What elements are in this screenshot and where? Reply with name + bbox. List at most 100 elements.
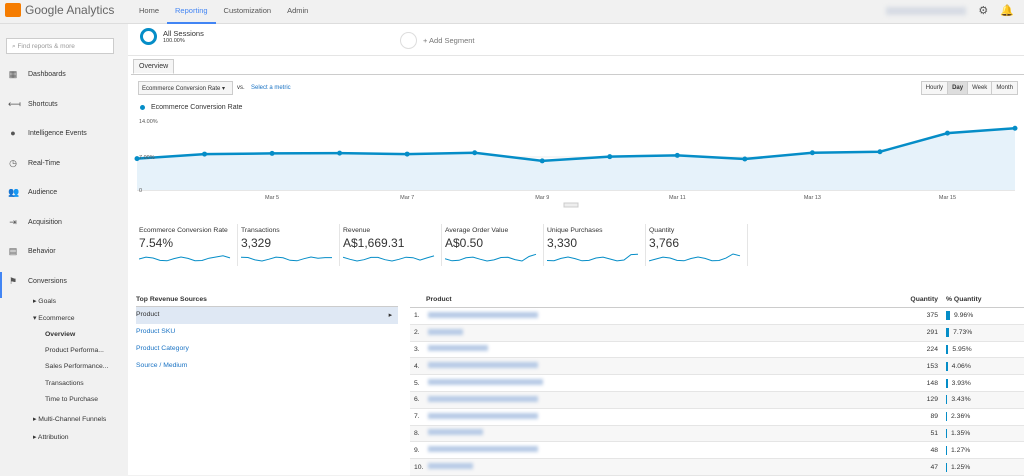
x-tick-label: Mar 9	[535, 195, 549, 201]
account-selector[interactable]	[886, 6, 967, 15]
source-source-medium[interactable]: Source / Medium	[136, 362, 188, 369]
data-point[interactable]	[202, 151, 208, 157]
add-segment-label: + Add Segment	[423, 36, 475, 45]
data-point[interactable]	[337, 150, 343, 156]
nav-reporting[interactable]: Reporting	[167, 0, 216, 24]
series-line	[136, 126, 1016, 163]
grid-icon: ▦	[8, 68, 18, 79]
product-name-redacted[interactable]	[422, 362, 892, 370]
row-index: 1.	[414, 312, 420, 320]
data-point[interactable]	[944, 130, 950, 136]
product-name-redacted[interactable]	[422, 446, 892, 454]
search-input[interactable]: ⌕ Find reports & more	[6, 38, 114, 54]
row-quantity: 148	[926, 379, 938, 387]
sidebar-item-behavior[interactable]: ▤ Behavior	[0, 244, 128, 258]
data-point[interactable]	[539, 158, 545, 164]
pct-bar	[946, 462, 947, 472]
data-point[interactable]	[269, 150, 275, 156]
sidebar-attribution[interactable]: ▸ Attribution	[33, 434, 69, 441]
metric-dropdown[interactable]: Ecommerce Conversion Rate ▾	[138, 81, 233, 95]
granularity-month[interactable]: Month	[991, 82, 1017, 94]
metric-card[interactable]: Transactions 3,329	[238, 224, 340, 266]
data-point[interactable]	[877, 149, 883, 155]
metric-card[interactable]: Quantity 3,766	[646, 224, 748, 266]
table-row: 9. 48 1.27%	[410, 442, 1024, 460]
row-index: 10.	[414, 463, 424, 471]
sidebar-item-acquisition[interactable]: ⇥ Acquisition	[0, 215, 128, 229]
data-point[interactable]	[404, 151, 410, 157]
sidebar-item-dashboards[interactable]: ▦ Dashboards	[0, 67, 128, 81]
sidebar-ecommerce-overview[interactable]: Overview	[45, 331, 76, 338]
data-point[interactable]	[134, 156, 140, 162]
table-row: 3. 224 5.95%	[410, 342, 1024, 359]
granularity-hourly[interactable]: Hourly	[921, 82, 948, 94]
sidebar-transactions[interactable]: Transactions	[45, 380, 84, 387]
metric-card[interactable]: Ecommerce Conversion Rate 7.54%	[136, 224, 238, 266]
data-point[interactable]	[809, 150, 815, 156]
col-pct-quantity[interactable]: % Quantity	[946, 296, 982, 303]
product-name-redacted[interactable]	[422, 345, 892, 353]
chart-resize-handle[interactable]	[563, 202, 579, 208]
metric-card[interactable]: Average Order Value A$0.50	[442, 224, 544, 266]
product-name-redacted[interactable]	[422, 328, 892, 337]
data-point[interactable]	[472, 150, 478, 156]
sidebar-multi-channel-funnels[interactable]: ▸ Multi-Channel Funnels	[33, 416, 107, 423]
x-tick-label: Mar 7	[400, 195, 414, 201]
source-product-sku[interactable]: Product SKU	[136, 328, 176, 335]
main-content: All Sessions 100.00% + Add Segment Overvi…	[128, 24, 1024, 476]
tab-overview[interactable]: Overview	[133, 59, 175, 74]
data-point[interactable]	[1012, 125, 1018, 131]
col-quantity[interactable]: Quantity	[910, 296, 938, 303]
sidebar-item-conversions[interactable]: ⚑ Conversions	[0, 274, 128, 288]
sidebar-item-realtime[interactable]: ◷ Real-Time	[0, 156, 128, 170]
data-point[interactable]	[674, 152, 680, 158]
product-table: Product Quantity % Quantity 1. 375 9.96% 2.…	[410, 296, 1024, 476]
table-row: 2. 291 7.73%	[410, 324, 1024, 342]
data-point[interactable]	[742, 156, 748, 162]
nav-home[interactable]: Home	[139, 6, 160, 15]
sparkline	[547, 253, 639, 262]
sidebar-sales-performance[interactable]: Sales Performance...	[45, 363, 109, 370]
source-product-category[interactable]: Product Category	[136, 345, 189, 352]
row-quantity: 153	[926, 362, 938, 370]
sidebar-item-audience[interactable]: 👥 Audience	[0, 185, 128, 199]
product-name-redacted[interactable]	[422, 379, 892, 387]
data-point[interactable]	[607, 154, 613, 160]
table-row: 5. 148 3.93%	[410, 375, 1024, 392]
sidebar-time-to-purchase[interactable]: Time to Purchase	[45, 396, 99, 403]
sidebar-ecommerce[interactable]: ▾ Ecommerce	[33, 315, 75, 322]
source-product[interactable]: Product ▸	[136, 307, 398, 324]
app-title: Google Analytics	[25, 3, 115, 17]
logo[interactable]: Google Analytics	[5, 3, 114, 17]
metric-card[interactable]: Unique Purchases 3,330	[544, 224, 646, 266]
segment-all-sessions[interactable]: All Sessions 100.00%	[140, 28, 204, 45]
metric-card[interactable]: Revenue A$1,669.31	[340, 224, 442, 266]
sidebar-item-intelligence[interactable]: ● Intelligence Events	[0, 126, 128, 140]
sparkline	[445, 253, 537, 262]
granularity-week[interactable]: Week	[967, 82, 992, 94]
sidebar-product-performance[interactable]: Product Performa...	[45, 347, 104, 354]
product-name-redacted[interactable]	[422, 412, 892, 421]
nav-customization[interactable]: Customization	[223, 6, 272, 15]
sidebar-item-shortcuts[interactable]: ⟻ Shortcuts	[0, 97, 128, 111]
sidebar-label: Real-Time	[28, 159, 61, 167]
main-nav: Home Reporting Customization Admin	[131, 0, 316, 24]
pct-bar	[946, 428, 947, 438]
product-name-redacted[interactable]	[422, 429, 892, 437]
product-name-redacted[interactable]	[422, 463, 892, 471]
people-icon: 👥	[8, 186, 20, 197]
product-name-redacted[interactable]	[422, 311, 892, 320]
product-name-redacted[interactable]	[422, 395, 892, 404]
gear-icon[interactable]: ⚙	[978, 5, 989, 17]
nav-admin[interactable]: Admin	[287, 6, 309, 15]
notification-bell-icon[interactable]: 🔔	[1000, 5, 1014, 17]
vs-label: vs.	[237, 85, 245, 91]
select-metric-link[interactable]: Select a metric	[251, 85, 291, 91]
sidebar-goals[interactable]: ▸ Goals	[33, 298, 57, 305]
row-index: 3.	[414, 345, 420, 353]
sparkline	[649, 253, 741, 262]
granularity-day[interactable]: Day	[947, 82, 968, 94]
col-product[interactable]: Product	[426, 296, 452, 303]
search-placeholder: Find reports & more	[17, 43, 75, 50]
add-segment-button[interactable]: + Add Segment	[400, 32, 475, 49]
